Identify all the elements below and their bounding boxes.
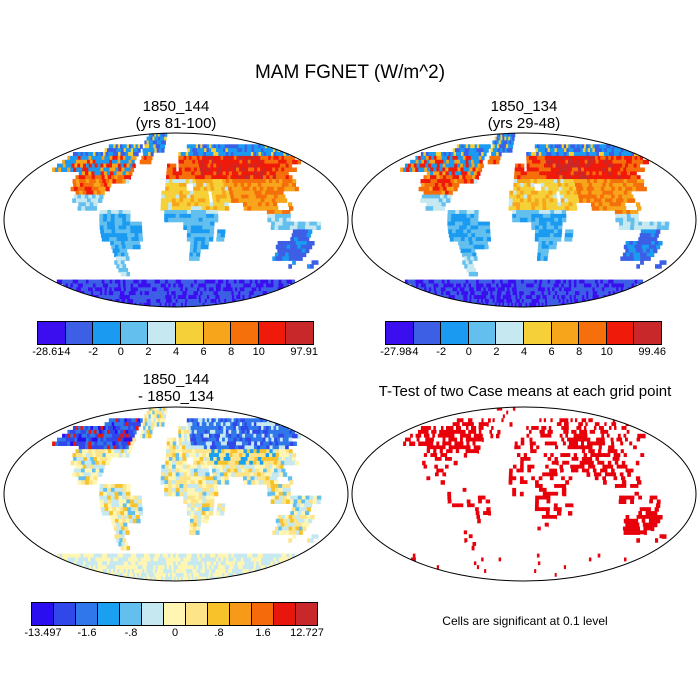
colorbar-swatch (550, 321, 580, 345)
panel-title-line1: T-Test of two Case means at each grid po… (378, 383, 672, 400)
colorbar-tick-label: 99.46 (638, 346, 666, 358)
colorbar-swatch (75, 602, 98, 626)
colorbar-tick-label: 0 (465, 346, 472, 358)
map-cells (52, 407, 322, 581)
colorbar-tick-label: -27.98 (380, 346, 412, 358)
colorbar-swatch (119, 321, 149, 345)
colorbar-swatch (119, 602, 142, 626)
colorbar-tick-label: 10 (252, 346, 265, 358)
colorbar-swatch (31, 602, 54, 626)
colorbar-swatch (37, 321, 66, 345)
colorbar-labels-bottom-left: -13.497 -1.6 -.8 0 .8 1.6 12.727 (24, 627, 323, 641)
panel-title-bottom-right: T-Test of two Case means at each grid po… (350, 383, 700, 400)
colorbar-swatch (229, 602, 252, 626)
colorbar-tick-label: 4 (172, 346, 180, 358)
colorbar-swatch (273, 602, 296, 626)
map-top-left (3, 132, 349, 308)
colorbar-swatch (412, 321, 442, 345)
map-top-right (351, 132, 697, 308)
colorbar-tick-label: -2 (436, 346, 447, 358)
colorbar-tick-label: 6 (200, 346, 207, 358)
colorbar-swatch (605, 321, 635, 345)
colorbar-tick-label: -4 (60, 346, 71, 358)
colorbar-labels-top-right: -27.98 -4 -2 0 2 4 6 8 10 99.46 (380, 346, 666, 360)
colorbar-swatch (285, 321, 314, 345)
colorbar-swatch (174, 321, 204, 345)
page-title: MAM FGNET (W/m^2) (254, 62, 446, 83)
colorbar-tick-label: 2 (145, 346, 152, 358)
panel-title-bottom-left: 1850_144 - 1850_134 (76, 371, 276, 405)
colorbar-top-right (385, 321, 662, 345)
map-bottom-right (351, 406, 697, 582)
map-outline (3, 406, 349, 582)
colorbar-tick-label: 8 (228, 346, 235, 358)
colorbar-tick-label: 6 (548, 346, 555, 358)
map-outline (3, 132, 349, 308)
colorbar-tick-label: .8 (214, 627, 224, 639)
map-outline (351, 406, 697, 582)
panel-title-line2: - 1850_134 (138, 388, 214, 405)
colorbar-swatch (202, 321, 232, 345)
colorbar-swatch (92, 321, 121, 345)
colorbar-swatch (257, 321, 287, 345)
colorbar-swatch (385, 321, 414, 345)
colorbar-swatch (230, 321, 259, 345)
colorbar-swatch (251, 602, 274, 626)
colorbar-swatch (147, 321, 176, 345)
colorbar-tick-label: 12.727 (290, 627, 324, 639)
colorbar-tick-label: -.8 (124, 627, 138, 639)
colorbar-tick-label: -2 (88, 346, 99, 358)
colorbar-swatch (578, 321, 607, 345)
map-outline (351, 132, 697, 308)
colorbar-swatch (97, 602, 120, 626)
colorbar-swatch (163, 602, 186, 626)
colorbar-swatch (522, 321, 552, 345)
colorbar-tick-label: 1.6 (255, 627, 271, 639)
panel-title-line1: 1850_144 (142, 98, 210, 115)
colorbar-tick-label: -28.61 (32, 346, 64, 358)
colorbar-tick-label: 2 (493, 346, 500, 358)
panel-title-top-left: 1850_144 (yrs 81-100) (76, 98, 276, 132)
colorbar-swatch (633, 321, 662, 345)
panel-title-line1: 1850_134 (490, 98, 558, 115)
colorbar-top-left (37, 321, 314, 345)
colorbar-tick-label: 10 (600, 346, 613, 358)
colorbar-swatch (295, 602, 318, 626)
colorbar-swatch (207, 602, 230, 626)
colorbar-tick-label: 4 (520, 346, 528, 358)
map-cells (400, 133, 670, 307)
colorbar-swatch (467, 321, 497, 345)
colorbar-swatch (185, 602, 208, 626)
map-cells (400, 407, 670, 581)
colorbar-swatch (495, 321, 524, 345)
colorbar-tick-label: -4 (408, 346, 419, 358)
colorbar-swatch (53, 602, 76, 626)
colorbar-swatch (141, 602, 164, 626)
panel-title-line2: (yrs 81-100) (135, 115, 217, 132)
colorbar-tick-label: -13.497 (24, 627, 62, 639)
colorbar-tick-label: 0 (117, 346, 124, 358)
map-bottom-left (3, 406, 349, 582)
colorbar-labels-top-left: -28.61 -4 -2 0 2 4 6 8 10 97.91 (32, 346, 318, 360)
colorbar-swatch (440, 321, 469, 345)
colorbar-tick-label: 0 (171, 627, 179, 639)
significance-footnote: Cells are significant at 0.1 level (442, 614, 608, 628)
panel-title-top-right: 1850_134 (yrs 29-48) (424, 98, 624, 132)
colorbar-tick-label: -1.6 (77, 627, 97, 639)
colorbar-tick-label: 97.91 (290, 346, 318, 358)
colorbar-swatch (64, 321, 94, 345)
colorbar-bottom-left (31, 602, 318, 626)
panel-title-line2: (yrs 29-48) (487, 115, 561, 132)
panel-title-line1: 1850_144 (142, 371, 210, 388)
colorbar-tick-label: 8 (576, 346, 583, 358)
map-cells (52, 133, 322, 307)
